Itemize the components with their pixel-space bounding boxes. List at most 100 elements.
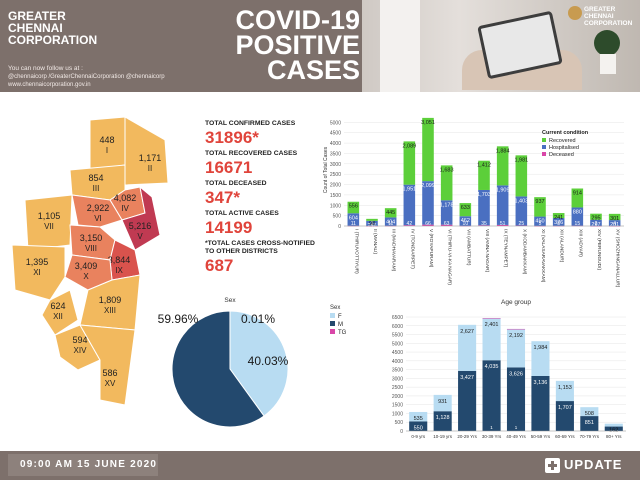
org-name-line: CHENNAI xyxy=(8,21,63,35)
bar-deceased xyxy=(478,225,490,226)
x-tick-label: XII (ALANDUR) xyxy=(559,229,565,263)
legend-swatch-hospitalised xyxy=(542,145,546,149)
data-label-recovered: 295 xyxy=(591,216,600,222)
x-tick-label: 30-39 Yrs xyxy=(482,434,502,439)
data-label-deceased: 1 xyxy=(371,221,374,227)
data-label-recovered: 937 xyxy=(535,199,544,205)
legend-label: Hospitalised xyxy=(549,145,579,151)
bar-hospitalised xyxy=(384,217,397,226)
zone-cases-label: 4,082 xyxy=(114,193,137,203)
data-label-hospitalised: 376 xyxy=(554,220,563,226)
website-link[interactable]: www.chennaicorporation.gov.in xyxy=(8,82,91,88)
seal-icon xyxy=(568,6,582,20)
age-chart: Age group Sex FM TG 0 500 1000 1500 2000 2500 3000… xyxy=(330,299,626,439)
data-label-male: 254 xyxy=(609,431,618,437)
x-tick-label: XI (VALASARAVAKKAM) xyxy=(540,229,546,283)
bar-hospitalised xyxy=(440,200,453,225)
y-tick-label: 500 xyxy=(333,214,342,220)
bar-f xyxy=(580,407,599,417)
data-label-recovered: 633 xyxy=(461,205,470,211)
bar-recovered xyxy=(590,213,602,220)
data-label-recovered: 1,683 xyxy=(440,167,454,173)
bar-recovered xyxy=(552,213,565,219)
data-label-recovered: 445 xyxy=(386,210,395,216)
sex-legend-swatch-m xyxy=(330,321,335,326)
zone-cases-label: 448 xyxy=(99,135,114,145)
age-chart-title: Age group xyxy=(501,299,531,306)
data-label-recovered: 241 xyxy=(554,215,563,221)
social-follow: You can now follow us at : @chennaicorp … xyxy=(8,65,198,89)
stats-panel: TOTAL CONFIRMED CASES 31896* TOTAL RECOV… xyxy=(205,120,340,278)
y-tick-label: 2500 xyxy=(392,385,403,391)
x-tick-label: I (THIRUVOTTIYUR) xyxy=(353,229,359,274)
zone-cases-label: 3,150 xyxy=(80,233,103,243)
data-label-deceased: 42 xyxy=(407,221,413,227)
bar-recovered xyxy=(422,117,434,182)
data-label-recovered: 98 xyxy=(369,221,375,227)
legend-label: Recovered xyxy=(549,138,576,144)
recovered-label: TOTAL RECOVERED CASES xyxy=(205,150,298,157)
sex-legend-title: Sex xyxy=(330,305,340,311)
bar-m xyxy=(580,416,599,431)
data-label-deceased: 2 xyxy=(595,221,598,227)
zone-cases-label: 3,844 xyxy=(108,255,131,265)
bar-f xyxy=(555,380,574,402)
sex-legend-label: M xyxy=(338,322,343,328)
zone-name-label: V xyxy=(137,232,143,241)
bar-recovered xyxy=(496,146,509,186)
zone-name-label: I xyxy=(106,146,108,155)
zone-cases-label: 1,395 xyxy=(26,257,49,267)
bar-deceased xyxy=(496,224,509,226)
data-label-hospitalised: 297 xyxy=(591,222,600,228)
date-panel xyxy=(8,454,158,476)
data-label-male: 1,707 xyxy=(558,405,572,411)
y-tick-label: 4500 xyxy=(392,350,403,356)
district-chart: 0 500 1000 1500 2000 2500 3000 3500 4000 4500 5000… xyxy=(323,117,624,288)
zone-vi xyxy=(71,194,123,228)
bar-hospitalised xyxy=(422,181,434,225)
y-tick-label: 3500 xyxy=(392,368,403,374)
bar-f xyxy=(409,411,428,422)
x-tick-label: 10-19 yrs xyxy=(433,434,453,439)
zone-name-label: X xyxy=(83,272,89,281)
bar-f xyxy=(482,318,501,361)
data-label-male: 1,128 xyxy=(436,415,450,421)
x-tick-label: III (MADHAVARAM) xyxy=(391,229,397,272)
bar-tg xyxy=(482,318,501,319)
bar-recovered xyxy=(403,141,416,185)
zone-name-label: XI xyxy=(33,268,41,277)
data-label-deceased: 10 xyxy=(463,221,469,227)
org-name-line: CORPORATION xyxy=(8,33,98,47)
data-label-hospitalised: 281 xyxy=(610,222,619,228)
x-tick-label: IV (TONDIARPET) xyxy=(409,229,415,269)
zone-xiv xyxy=(54,324,101,371)
zone-ii xyxy=(124,116,169,186)
y-tick-label: 2000 xyxy=(392,394,403,400)
x-tick-label: 50-59 Yrs xyxy=(531,434,551,439)
bar-f xyxy=(604,423,623,427)
data-label-female: 1,984 xyxy=(534,345,548,351)
bar-recovered xyxy=(478,160,490,190)
data-label-hospitalised: 1,703 xyxy=(477,192,491,198)
y-tick-label: 4500 xyxy=(330,131,341,137)
data-label-male: 4,035 xyxy=(485,364,499,370)
data-label-deceased: 4 xyxy=(613,221,616,227)
bar-hospitalised xyxy=(478,189,490,226)
y-tick-label: 2500 xyxy=(330,172,341,178)
zone-name-label: VII xyxy=(44,222,54,231)
data-label-female: 2,401 xyxy=(485,322,499,328)
data-label-deceased: 8 xyxy=(557,221,560,227)
legend-swatch-deceased xyxy=(542,152,546,156)
bar-deceased xyxy=(403,225,416,226)
data-label-deceased: 63 xyxy=(444,221,450,227)
data-label-hospitalised: 1,951 xyxy=(402,187,416,193)
social-handles[interactable]: @chennaicorp /GreaterChennaiCorporation … xyxy=(8,74,165,80)
bar-hospitalised xyxy=(366,220,378,226)
data-label-male: 3,427 xyxy=(460,375,474,381)
x-tick-label: 0-9 yrs xyxy=(411,434,426,439)
data-label-hospitalised: 450 xyxy=(535,219,544,225)
data-label-deceased: 35 xyxy=(481,221,487,227)
update-label: UPDATE xyxy=(564,457,623,472)
pie-slice-f xyxy=(229,310,289,417)
update-button[interactable]: UPDATE xyxy=(545,457,623,474)
